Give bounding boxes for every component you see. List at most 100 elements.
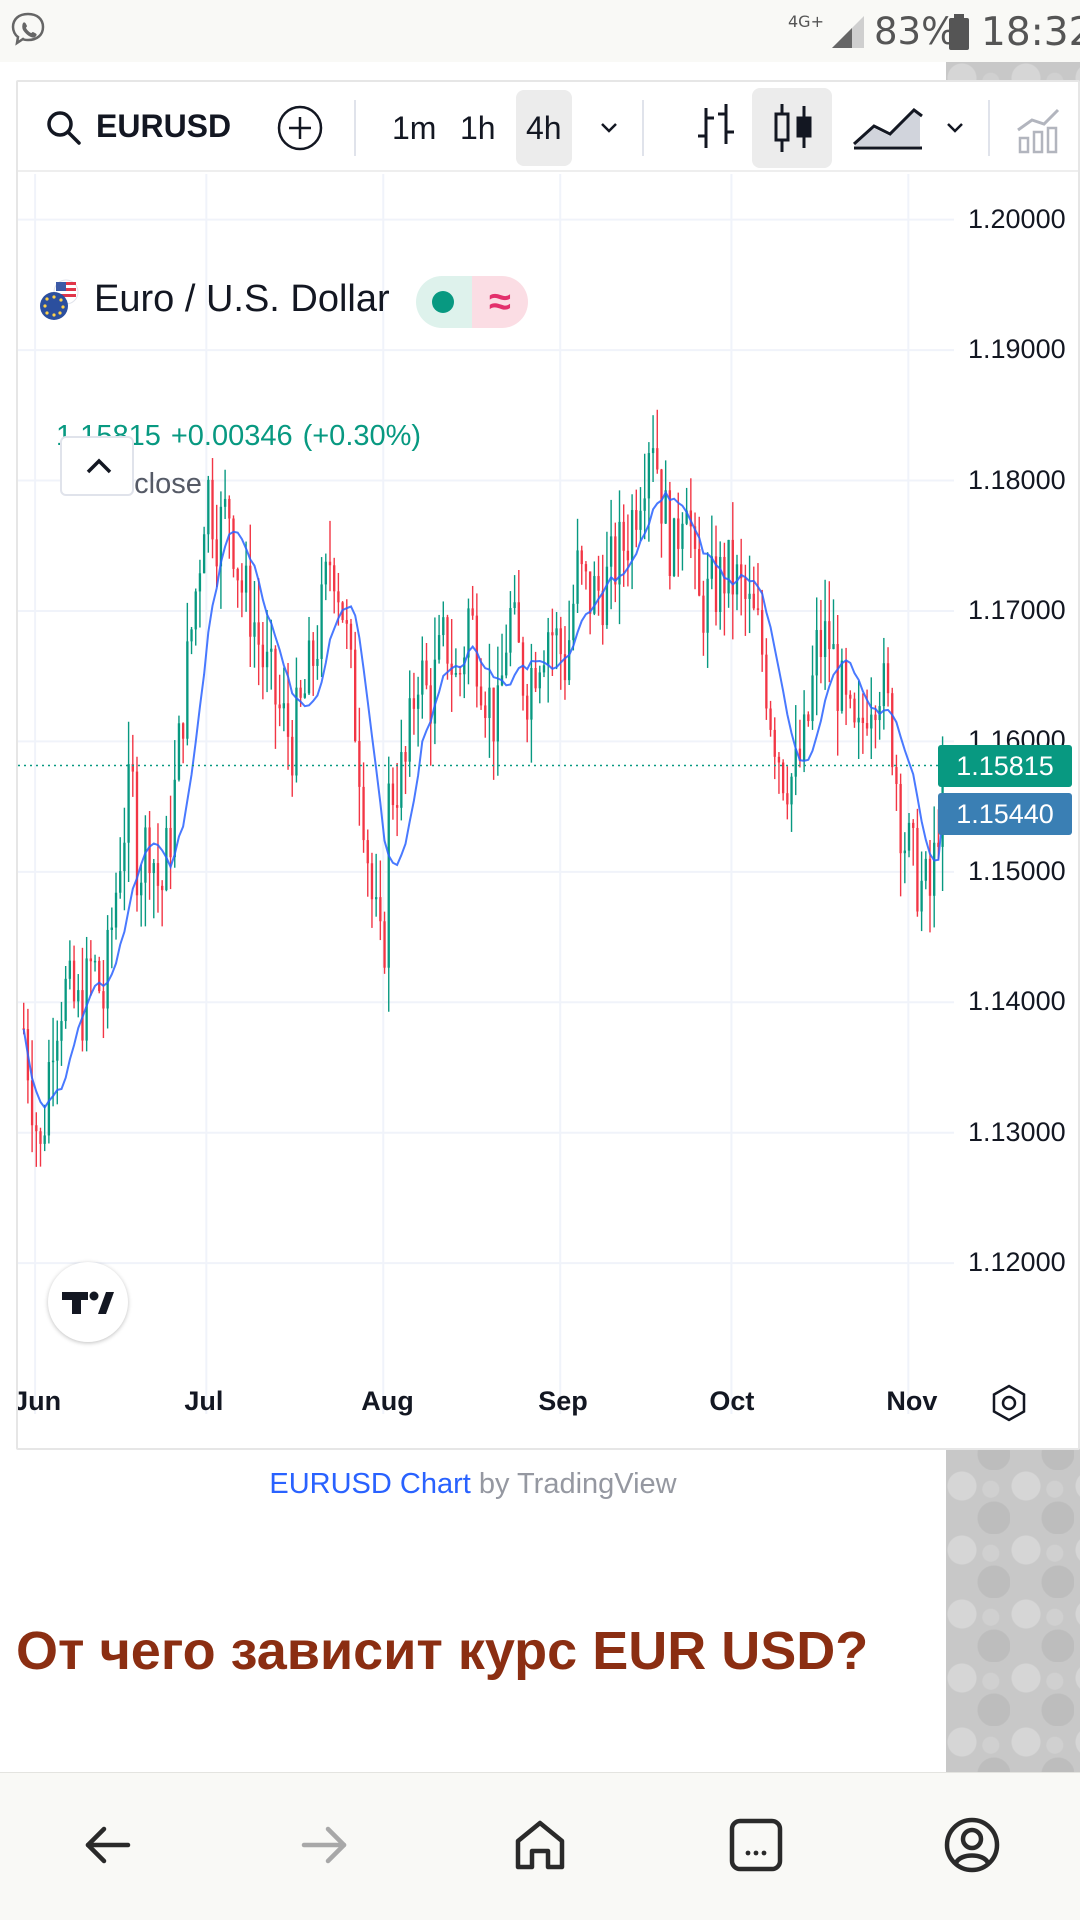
candle-body — [794, 748, 797, 777]
candle-body — [156, 863, 160, 886]
area-style-button[interactable] — [844, 88, 930, 168]
candle-body — [786, 793, 789, 805]
candle-body — [731, 539, 734, 595]
candle-body — [194, 591, 197, 630]
candle-body — [912, 822, 915, 828]
candle-body — [324, 561, 327, 585]
candle-body — [702, 595, 705, 633]
candle-body — [282, 703, 286, 709]
candle-body — [534, 667, 537, 689]
candle-body — [563, 654, 567, 681]
candle-body — [64, 978, 67, 1022]
candle-body — [207, 479, 210, 535]
market-status-pills[interactable]: ≈ — [416, 276, 528, 328]
candle-body — [219, 506, 223, 567]
candle-body — [530, 667, 533, 720]
interval-1h-button[interactable]: 1h — [460, 110, 496, 146]
candle-body — [240, 580, 244, 593]
candle-body — [425, 660, 428, 686]
network-indicator: 4G+ — [788, 12, 824, 31]
candle-body — [580, 550, 583, 565]
tabs-button[interactable] — [724, 1813, 788, 1877]
candle-body — [668, 490, 672, 577]
time-axis-label: Sep — [538, 1386, 588, 1416]
candle-body — [223, 498, 227, 507]
chart-pane[interactable] — [18, 174, 1080, 1450]
candle-body — [551, 632, 554, 636]
candle-body — [630, 510, 634, 561]
candle-body — [291, 736, 294, 776]
candle-body — [299, 687, 302, 698]
candle-body — [622, 521, 625, 551]
candle-body — [51, 1060, 55, 1063]
indicators-icon[interactable] — [1012, 102, 1068, 158]
candle-body — [899, 783, 902, 854]
legend-collapse-button[interactable] — [60, 436, 134, 496]
chart-attribution-link[interactable]: EURUSD Chart — [269, 1468, 471, 1500]
interval-4h-button[interactable]: 4h — [516, 90, 572, 166]
candle-body — [232, 518, 235, 569]
candle-body — [72, 960, 76, 1002]
account-button[interactable] — [940, 1813, 1004, 1877]
candle-body — [303, 693, 306, 698]
candle-body — [391, 783, 395, 806]
candle-body — [429, 685, 432, 724]
search-icon[interactable] — [44, 108, 84, 148]
candle-body — [110, 927, 113, 930]
forward-button[interactable] — [292, 1813, 356, 1877]
candle-body — [244, 565, 248, 593]
candle-body — [857, 717, 860, 723]
tradingview-logo[interactable] — [48, 1262, 128, 1342]
candle-body — [35, 1125, 38, 1132]
candle-body — [261, 644, 265, 668]
candle-body — [651, 448, 655, 454]
candle-body — [257, 622, 260, 645]
toolbar-divider — [354, 100, 356, 156]
home-button[interactable] — [508, 1813, 572, 1877]
candle-body — [135, 771, 139, 896]
candle-body — [421, 660, 424, 695]
candle-body — [542, 665, 546, 673]
candle-body — [119, 871, 122, 893]
interval-1m-button[interactable]: 1m — [392, 110, 437, 146]
candle-body — [60, 1021, 63, 1041]
candle-body — [714, 556, 718, 612]
candle-body — [937, 842, 940, 847]
candle-body — [614, 536, 617, 585]
candle-body — [626, 550, 630, 561]
candle-body — [907, 822, 911, 851]
candle-body — [370, 863, 374, 900]
ma-value-tag: 1.15440 — [938, 793, 1072, 836]
settings-icon[interactable] — [986, 1380, 1032, 1426]
compare-add-icon[interactable] — [276, 104, 324, 152]
candle-body — [815, 629, 818, 676]
candles-style-button[interactable] — [752, 88, 832, 168]
candle-body — [895, 767, 898, 784]
time-axis-label: Jun — [16, 1386, 62, 1416]
price-axis-label: 1.18000 — [968, 464, 1066, 495]
interval-dropdown-chevron-icon[interactable] — [594, 112, 624, 142]
back-button[interactable] — [76, 1813, 140, 1877]
candle-body — [89, 958, 93, 962]
candle-body — [433, 659, 437, 724]
candle-body — [773, 729, 776, 757]
candle-body — [43, 1135, 46, 1144]
bars-style-button[interactable] — [676, 88, 756, 168]
candle-body — [853, 698, 856, 723]
chevron-up-icon — [86, 458, 112, 474]
candle-body — [186, 641, 189, 739]
candle-body — [811, 675, 814, 722]
candle-body — [358, 741, 361, 787]
price-chart[interactable] — [18, 174, 1080, 1450]
candle-body — [265, 651, 269, 668]
browser-navigation-bar — [0, 1772, 1080, 1920]
account-icon — [944, 1817, 1000, 1873]
chart-attribution: EURUSD Chart by TradingView — [0, 1468, 946, 1501]
home-icon — [515, 1820, 565, 1870]
chart-style-dropdown-chevron-icon[interactable] — [940, 112, 970, 142]
candle-body — [458, 673, 462, 675]
eur-usd-flag-icon — [40, 279, 79, 320]
status-bar: 4G+ 83% 18:32 — [0, 0, 1080, 62]
symbol-search-input[interactable]: EURUSD — [96, 108, 232, 144]
candle-body — [874, 714, 877, 721]
